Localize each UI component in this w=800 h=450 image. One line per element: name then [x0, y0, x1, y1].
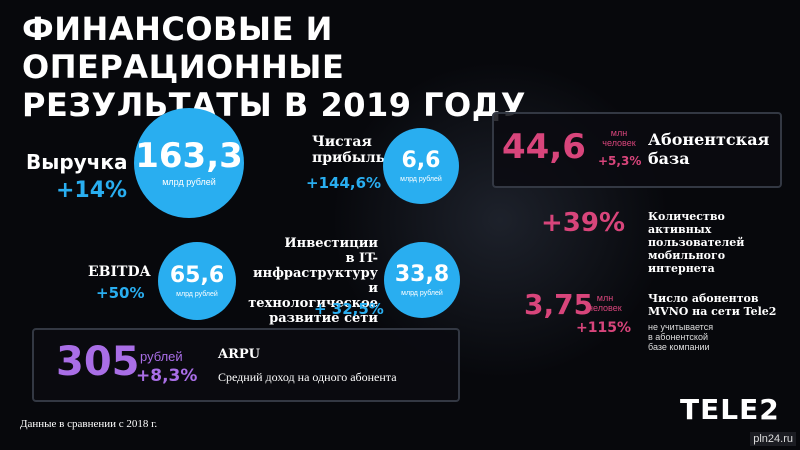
- investments-unit: млрд рублей: [401, 289, 443, 297]
- net-profit-circle: 6,6 млрд рублей: [383, 128, 459, 204]
- arpu-unit: рублей: [140, 349, 183, 364]
- mvno-unit-line-1: млн: [596, 293, 614, 303]
- investments-circle: 33,8 млрд рублей: [384, 242, 460, 318]
- mobile-internet-change: +39%: [541, 208, 626, 238]
- mobile-internet-label-line-4: мобильного: [648, 249, 726, 262]
- mobile-internet-label-line-1: Количество: [648, 210, 725, 223]
- mobile-internet-label-line-3: пользователей: [648, 236, 745, 249]
- mvno-change: +115%: [576, 320, 631, 336]
- investments-label: Инвестиции в IT-инфраструктуру и техноло…: [238, 236, 378, 326]
- mobile-internet-label-line-5: интернета: [648, 262, 715, 275]
- ebitda-value: 65,6: [169, 262, 225, 288]
- footnote: Данные в сравнении с 2018 г.: [20, 418, 158, 430]
- mvno-label-line-2: MVNO на сети Tele2: [648, 305, 777, 318]
- mvno-label-line-1: Число абонентов: [648, 292, 759, 305]
- title-line-1: ФИНАНСОВЫЕ И ОПЕРАЦИОННЫЕ: [22, 10, 345, 86]
- net-profit-label-line-1: Чистая: [312, 134, 372, 150]
- revenue-circle: 163,3 млрд рублей: [134, 108, 244, 218]
- mobile-internet-label: Количество активных пользователей мобиль…: [648, 210, 744, 275]
- arpu-description: Средний доход на одного абонента: [218, 370, 397, 384]
- ebitda-unit: млрд рублей: [176, 290, 218, 298]
- mvno-note: не учитывается в абонентской базе компан…: [648, 322, 713, 352]
- net-profit-label-line-2: прибыль: [312, 150, 386, 166]
- mvno-unit: млн человек: [586, 293, 624, 313]
- ebitda-label: EBITDA: [88, 264, 151, 280]
- investments-change: + 32,5%: [314, 300, 384, 318]
- mobile-internet-label-line-2: активных: [648, 223, 712, 236]
- mvno-note-line-2: в абонентской: [648, 332, 708, 342]
- subscribers-label-line-2: база: [648, 149, 690, 168]
- watermark: pln24.ru: [750, 432, 796, 446]
- revenue-label: Выручка: [26, 150, 128, 174]
- investments-value: 33,8: [394, 261, 450, 287]
- subscribers-label: Абонентская база: [648, 130, 769, 168]
- net-profit-value: 6,6: [401, 147, 441, 173]
- subscribers-label-line-1: Абонентская: [648, 130, 770, 149]
- mvno-label: Число абонентов MVNO на сети Tele2: [648, 292, 776, 318]
- net-profit-change: +144,6%: [306, 174, 382, 192]
- subscribers-change: +5,3%: [598, 154, 642, 168]
- investments-label-line-2: в IT-инфраструктуру: [253, 251, 378, 281]
- revenue-change: +14%: [56, 178, 128, 203]
- investments-label-line-4: развитие сети: [269, 311, 378, 326]
- arpu-value: 305: [56, 339, 140, 385]
- mvno-unit-line-2: человек: [588, 303, 622, 313]
- subscribers-value: 44,6: [502, 127, 586, 167]
- investments-label-line-1: Инвестиции: [284, 236, 378, 251]
- subscribers-unit: млн человек: [600, 128, 638, 148]
- investments-label-line-3: и технологическое: [248, 281, 378, 311]
- arpu-change: +8,3%: [136, 366, 198, 386]
- page-title: ФИНАНСОВЫЕ И ОПЕРАЦИОННЫЕ РЕЗУЛЬТАТЫ В 2…: [22, 10, 622, 124]
- subscribers-box: [492, 112, 782, 188]
- tele2-logo: TELE2: [680, 393, 780, 426]
- ebitda-change: +50%: [96, 284, 145, 302]
- net-profit-unit: млрд рублей: [400, 175, 442, 183]
- ebitda-circle: 65,6 млрд рублей: [158, 242, 236, 320]
- subscribers-unit-line-1: млн: [610, 128, 628, 138]
- title-line-2: РЕЗУЛЬТАТЫ В 2019 ГОДУ: [22, 86, 526, 124]
- mvno-note-line-3: базе компании: [648, 342, 710, 352]
- arpu-label: ARPU: [218, 347, 261, 362]
- revenue-value: 163,3: [135, 136, 243, 176]
- net-profit-label: Чистая прибыль: [312, 134, 385, 166]
- mvno-value: 3,75: [524, 288, 594, 321]
- mvno-note-line-1: не учитывается: [648, 322, 714, 332]
- revenue-unit: млрд рублей: [162, 177, 216, 187]
- arpu-box: [32, 328, 460, 402]
- subscribers-unit-line-2: человек: [602, 138, 636, 148]
